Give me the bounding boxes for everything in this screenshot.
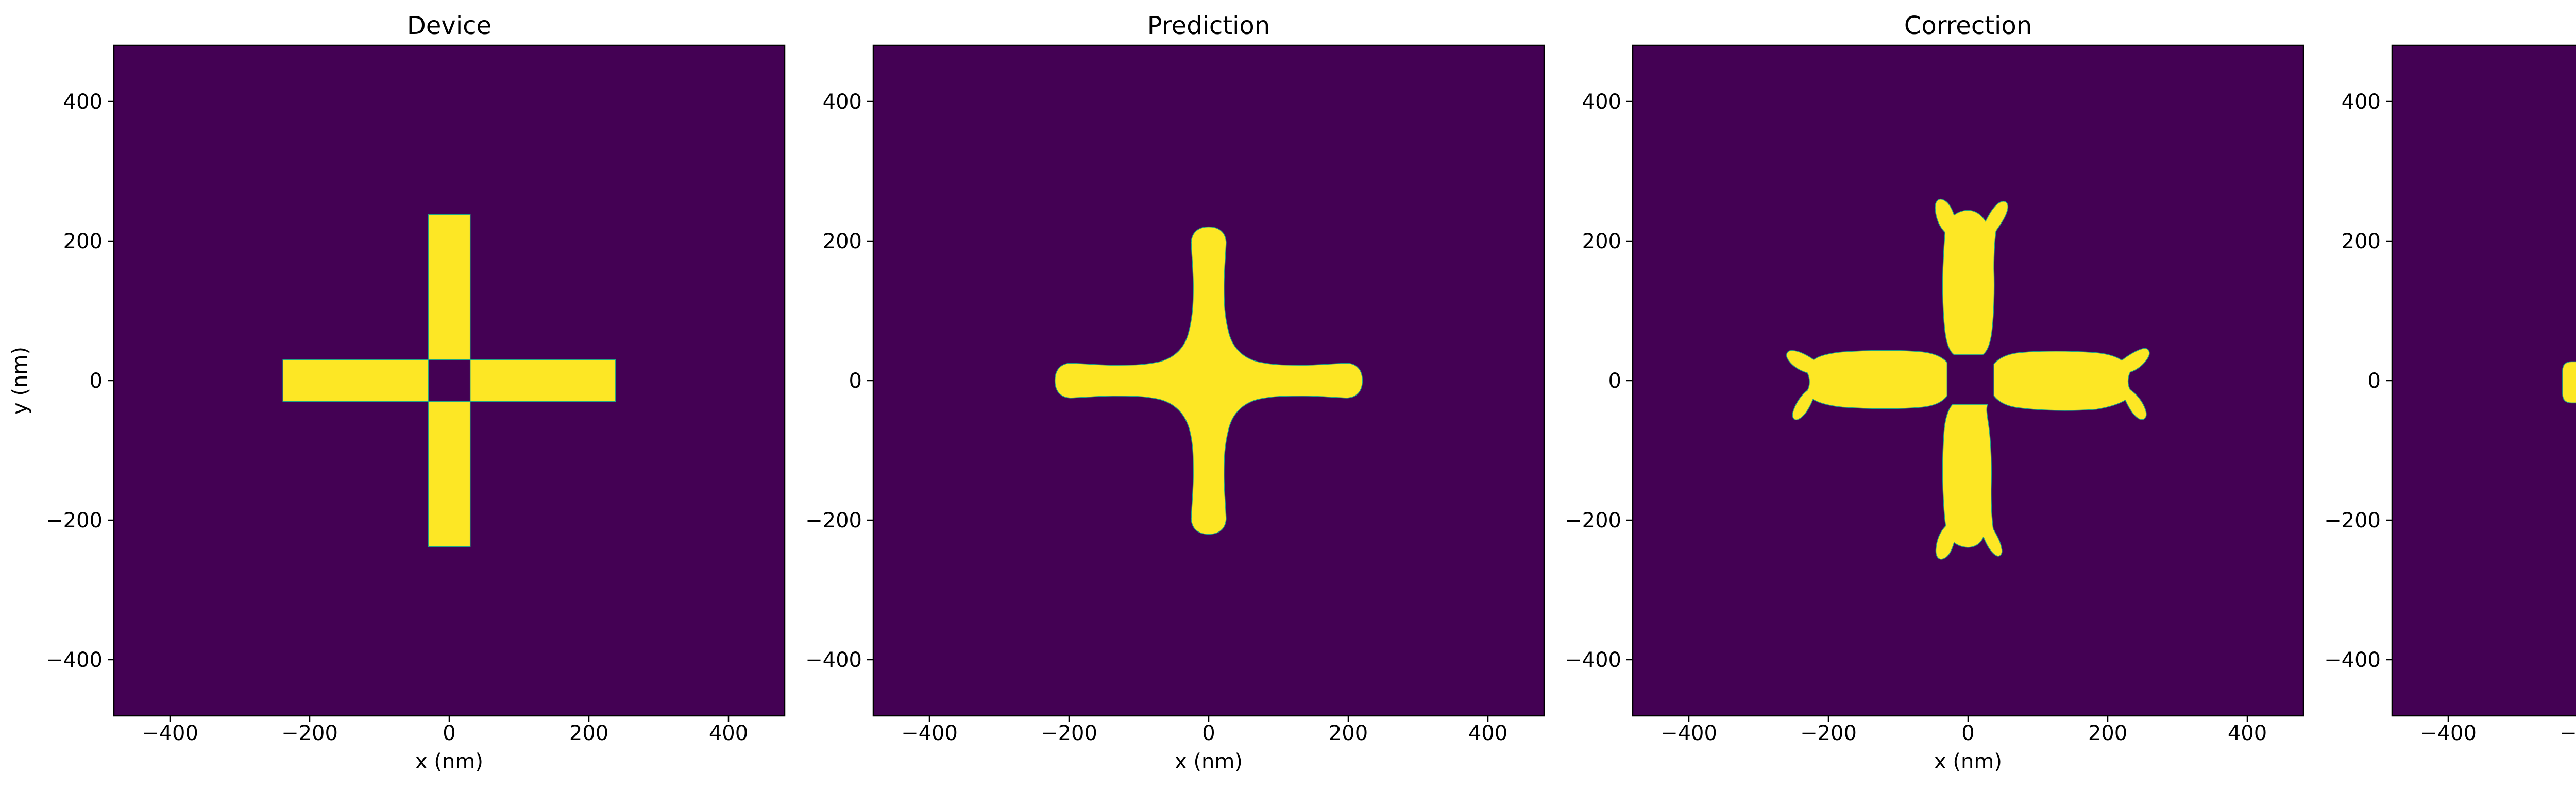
x-tick-label: 200 (1329, 722, 1368, 745)
y-tick-label: 400 (1582, 90, 1621, 114)
plot-area (114, 45, 785, 716)
plot-title: Device (407, 11, 492, 40)
x-axis-label: x (nm) (1175, 750, 1243, 774)
x-tick-label: −400 (2420, 722, 2477, 745)
x-tick-label: −200 (2560, 722, 2576, 745)
y-tick-label: 200 (63, 230, 103, 253)
y-tick-label: −200 (46, 509, 103, 533)
prediction-mask (1054, 226, 1363, 535)
device-left-arm (282, 359, 429, 402)
x-tick-label: 0 (1202, 722, 1215, 745)
y-tick-label: 0 (2368, 369, 2381, 393)
plot-title: Prediction (1147, 11, 1270, 40)
plot-area (2392, 45, 2576, 716)
plot-area (1633, 45, 2303, 716)
tick-marks (1626, 100, 2248, 722)
y-tick-label: −200 (2324, 509, 2381, 533)
x-tick-label: 200 (569, 722, 608, 745)
y-tick-label: −400 (46, 648, 103, 672)
x-tick-label: 200 (2088, 722, 2127, 745)
device-bottom-arm (428, 401, 471, 547)
y-tick-label: −400 (2324, 648, 2381, 672)
correction-bottom-arm (1935, 404, 2003, 560)
y-tick-label: 0 (849, 369, 862, 393)
subplot-prediction: Prediction x (nm) −400 −200 0 200 400 40… (805, 11, 1545, 774)
device-top-arm (428, 214, 471, 360)
y-tick-label: −200 (1565, 509, 1621, 533)
y-tick-label: 200 (1582, 230, 1621, 253)
y-tick-label: −200 (805, 509, 862, 533)
y-tick-label: −400 (805, 648, 862, 672)
correction-right-arm (1993, 348, 2150, 420)
outcome-mask (2562, 361, 2576, 404)
correction-mask (1786, 199, 2150, 560)
y-tick-label: −400 (1565, 648, 1621, 672)
tick-marks (108, 100, 730, 722)
device-mask (282, 214, 616, 547)
x-tick-label: 400 (2228, 722, 2267, 745)
x-tick-label: 400 (1468, 722, 1507, 745)
y-tick-label: 0 (1608, 369, 1621, 393)
y-tick-label: 400 (2342, 90, 2381, 114)
x-tick-label: 400 (709, 722, 748, 745)
x-tick-label: −400 (901, 722, 958, 745)
tick-marks (2386, 100, 2449, 722)
y-tick-label: 0 (90, 369, 103, 393)
x-tick-label: −400 (142, 722, 198, 745)
x-tick-label: −200 (1041, 722, 1097, 745)
correction-left-arm (1786, 350, 1948, 420)
y-tick-label: 200 (823, 230, 862, 253)
x-axis-label: x (nm) (1934, 750, 2002, 774)
correction-top-arm (1935, 199, 2009, 355)
subplot-outcome: Outcome x (nm) −400 −200 0 200 400 400 2… (2324, 44, 2576, 745)
x-tick-label: −400 (1660, 722, 1717, 745)
y-tick-label: 200 (2342, 230, 2381, 253)
y-tick-label: 400 (823, 90, 862, 114)
y-tick-label: 400 (63, 90, 103, 114)
outcome-left-arm (2562, 361, 2576, 404)
x-tick-label: −200 (1800, 722, 1857, 745)
y-axis-label: y (nm) (8, 347, 32, 415)
tick-marks (867, 100, 1489, 722)
prediction-cross (1054, 226, 1363, 535)
x-axis-label: x (nm) (415, 750, 483, 774)
subplot-device: Device x (nm) −400 −200 0 200 400 400 20… (8, 11, 786, 774)
x-tick-label: 0 (443, 722, 455, 745)
subplot-correction: Correction x (nm) −400 −200 0 200 400 40… (1565, 11, 2304, 774)
x-tick-label: −200 (281, 722, 338, 745)
device-right-arm (469, 359, 616, 402)
plot-title: Correction (1904, 11, 2032, 40)
x-tick-label: 0 (1961, 722, 1974, 745)
